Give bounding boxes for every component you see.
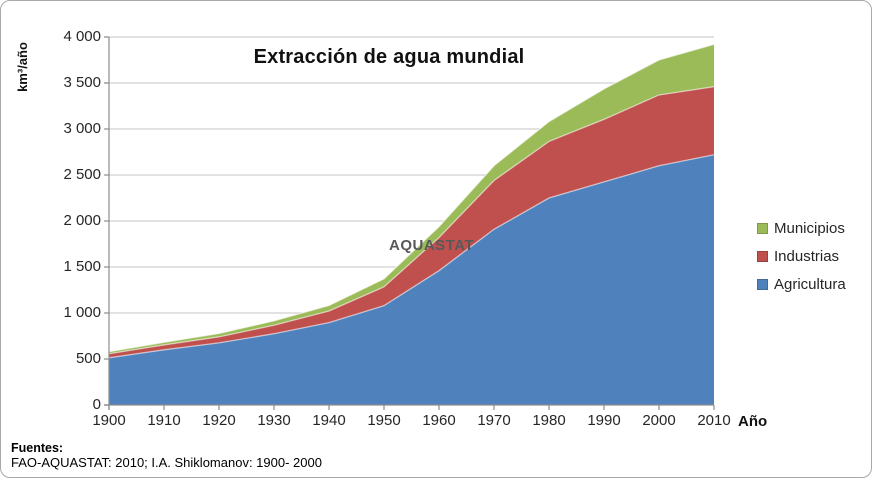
aquastat-watermark: AQUASTAT bbox=[389, 237, 475, 254]
x-tick-label: 1940 bbox=[312, 412, 346, 429]
area-agricultura bbox=[109, 154, 714, 405]
legend-label: Municipios bbox=[774, 220, 845, 237]
x-tick-label: 2000 bbox=[642, 412, 676, 429]
y-tick-label: 2 000 bbox=[63, 212, 101, 229]
y-tick-label: 3 500 bbox=[63, 74, 101, 91]
y-tick-label: 3 000 bbox=[63, 120, 101, 137]
chart-title: Extracción de agua mundial bbox=[253, 46, 525, 68]
x-tick-label: 1990 bbox=[587, 412, 621, 429]
legend-swatch-icon bbox=[757, 223, 768, 234]
y-tick-label: 2 500 bbox=[63, 166, 101, 183]
legend-item-industrias: Industrias bbox=[757, 248, 846, 265]
x-tick-label: 1950 bbox=[367, 412, 401, 429]
y-tick-label: 500 bbox=[75, 350, 101, 367]
area-municipios bbox=[109, 44, 714, 354]
legend: Municipios Industrias Agricultura bbox=[757, 220, 846, 293]
x-axis-label: Año bbox=[738, 413, 768, 430]
x-tick-label: 1900 bbox=[92, 412, 126, 429]
band-boundary-2 bbox=[108, 43, 715, 353]
y-axis-label: km³/año bbox=[15, 42, 30, 92]
band-boundary-1 bbox=[108, 86, 715, 355]
legend-item-agricultura: Agricultura bbox=[757, 276, 846, 293]
x-tick-label: 1920 bbox=[202, 412, 236, 429]
x-tick-label: 1960 bbox=[422, 412, 456, 429]
legend-label: Industrias bbox=[774, 248, 840, 265]
y-tick-label: 4 000 bbox=[63, 28, 101, 45]
sources-heading: Fuentes: bbox=[11, 441, 64, 455]
legend-swatch-icon bbox=[757, 279, 768, 290]
band-boundary-0 bbox=[108, 154, 715, 359]
x-tick-label: 1910 bbox=[147, 412, 181, 429]
x-tick-label: 1970 bbox=[477, 412, 511, 429]
legend-item-municipios: Municipios bbox=[757, 220, 846, 237]
sources-text: FAO-AQUASTAT: 2010; I.A. Shiklomanov: 19… bbox=[11, 455, 322, 470]
x-tick-label: 1930 bbox=[257, 412, 291, 429]
legend-label: Agricultura bbox=[774, 276, 846, 293]
x-tick-label: 2010 bbox=[697, 412, 731, 429]
y-tick-label: 0 bbox=[92, 396, 101, 413]
y-tick-label: 1 500 bbox=[63, 258, 101, 275]
y-tick-label: 1 000 bbox=[63, 304, 101, 321]
area-industrias bbox=[109, 86, 714, 358]
x-tick-label: 1980 bbox=[532, 412, 566, 429]
legend-swatch-icon bbox=[757, 251, 768, 262]
